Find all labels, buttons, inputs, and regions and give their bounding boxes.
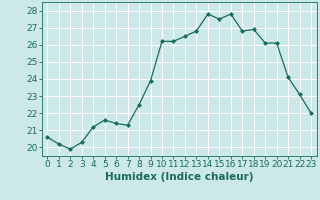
X-axis label: Humidex (Indice chaleur): Humidex (Indice chaleur) — [105, 172, 253, 182]
